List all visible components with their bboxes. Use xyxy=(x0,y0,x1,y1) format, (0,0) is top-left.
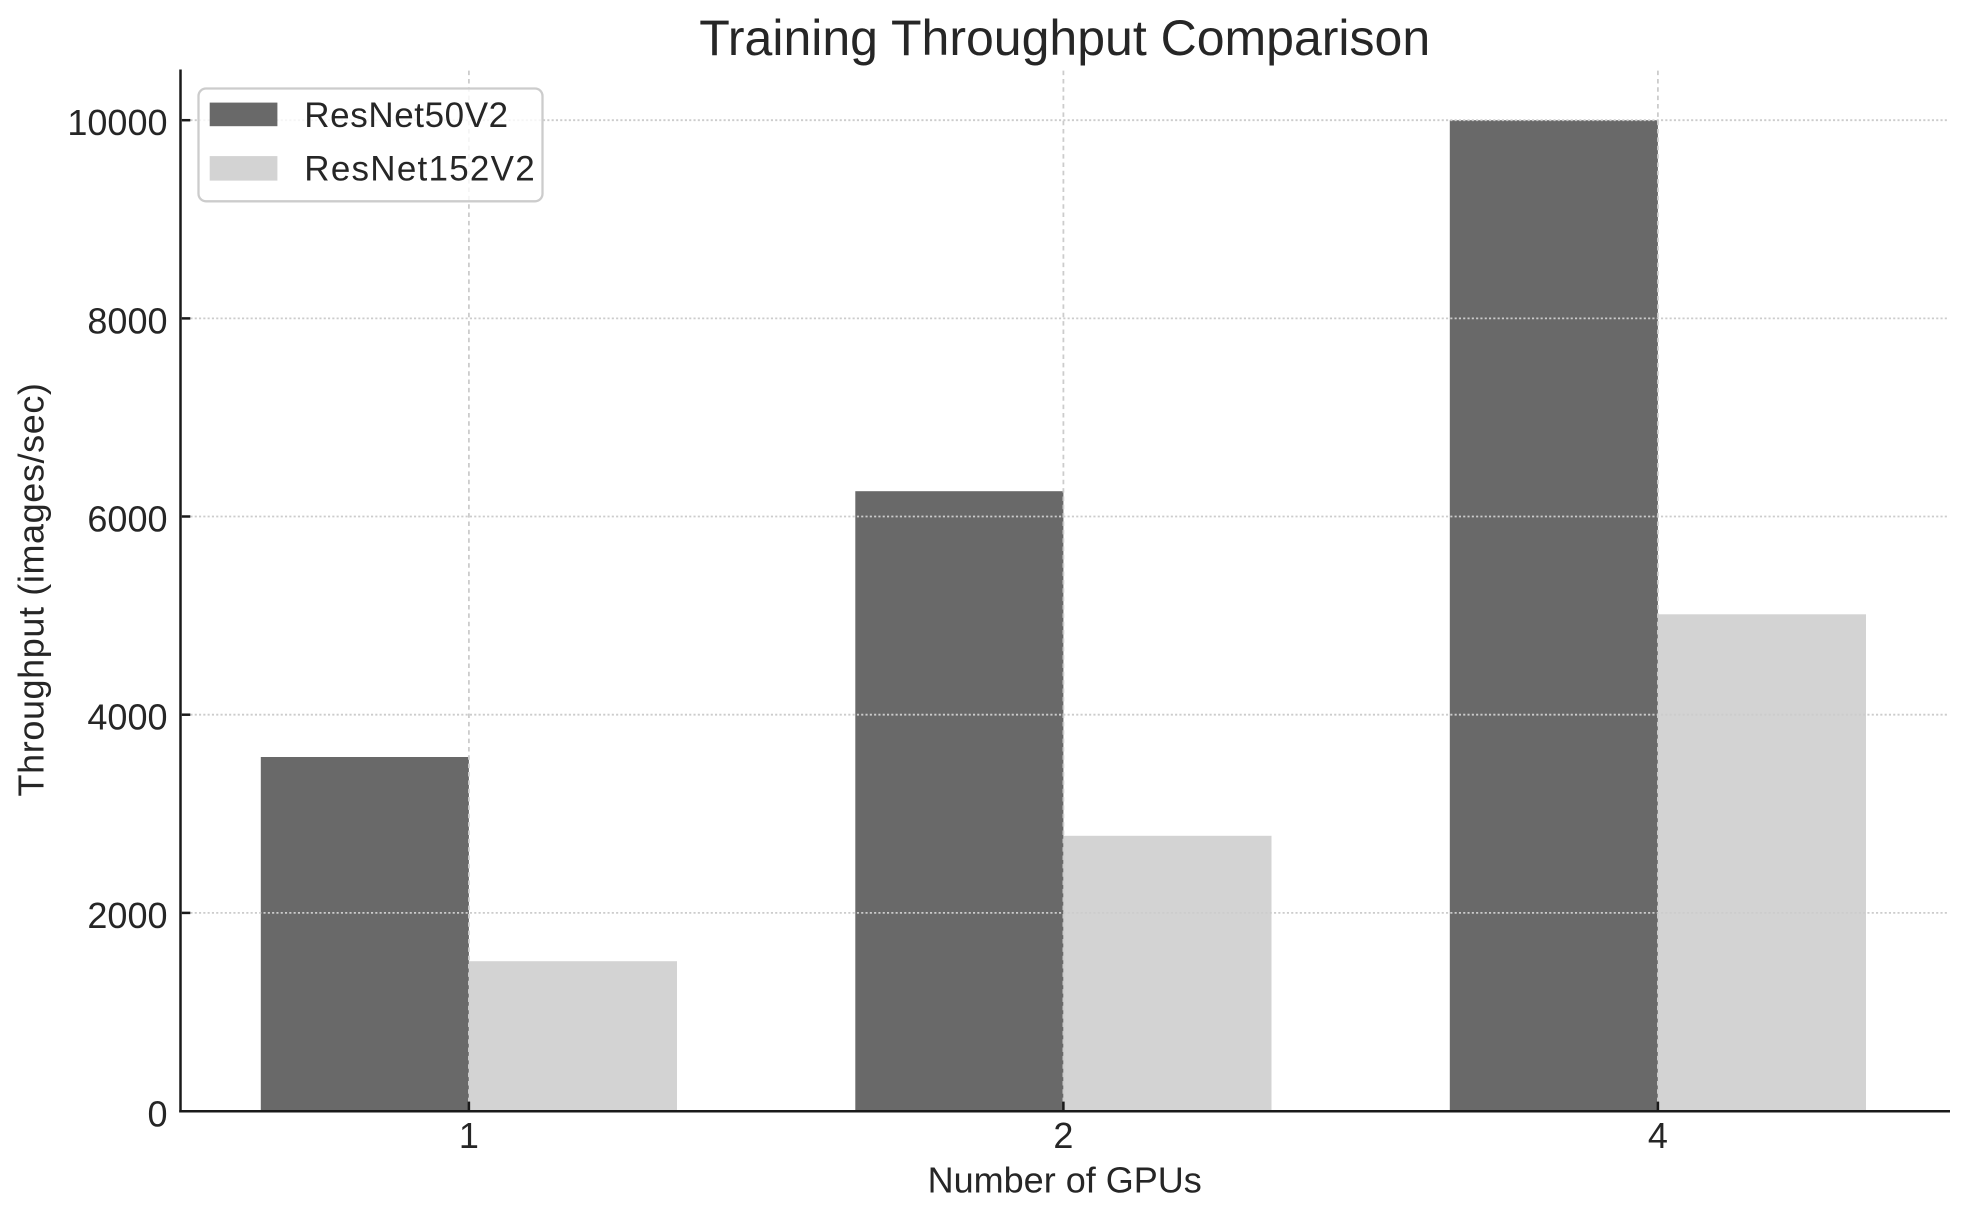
svg-text:ResNet50V2: ResNet50V2 xyxy=(304,96,508,135)
svg-text:2000: 2000 xyxy=(87,895,167,936)
svg-text:ResNet152V2: ResNet152V2 xyxy=(304,150,536,189)
svg-text:0: 0 xyxy=(147,1093,167,1134)
svg-text:Training Throughput Comparison: Training Throughput Comparison xyxy=(699,10,1430,66)
svg-text:10000: 10000 xyxy=(67,102,167,143)
svg-text:1: 1 xyxy=(459,1115,479,1156)
svg-text:4000: 4000 xyxy=(87,697,167,738)
svg-text:Throughput (images/sec): Throughput (images/sec) xyxy=(11,383,52,797)
svg-text:2: 2 xyxy=(1053,1115,1073,1156)
svg-text:6000: 6000 xyxy=(87,499,167,540)
svg-text:8000: 8000 xyxy=(87,300,167,341)
svg-text:4: 4 xyxy=(1648,1115,1668,1156)
svg-text:Number of GPUs: Number of GPUs xyxy=(928,1159,1202,1200)
